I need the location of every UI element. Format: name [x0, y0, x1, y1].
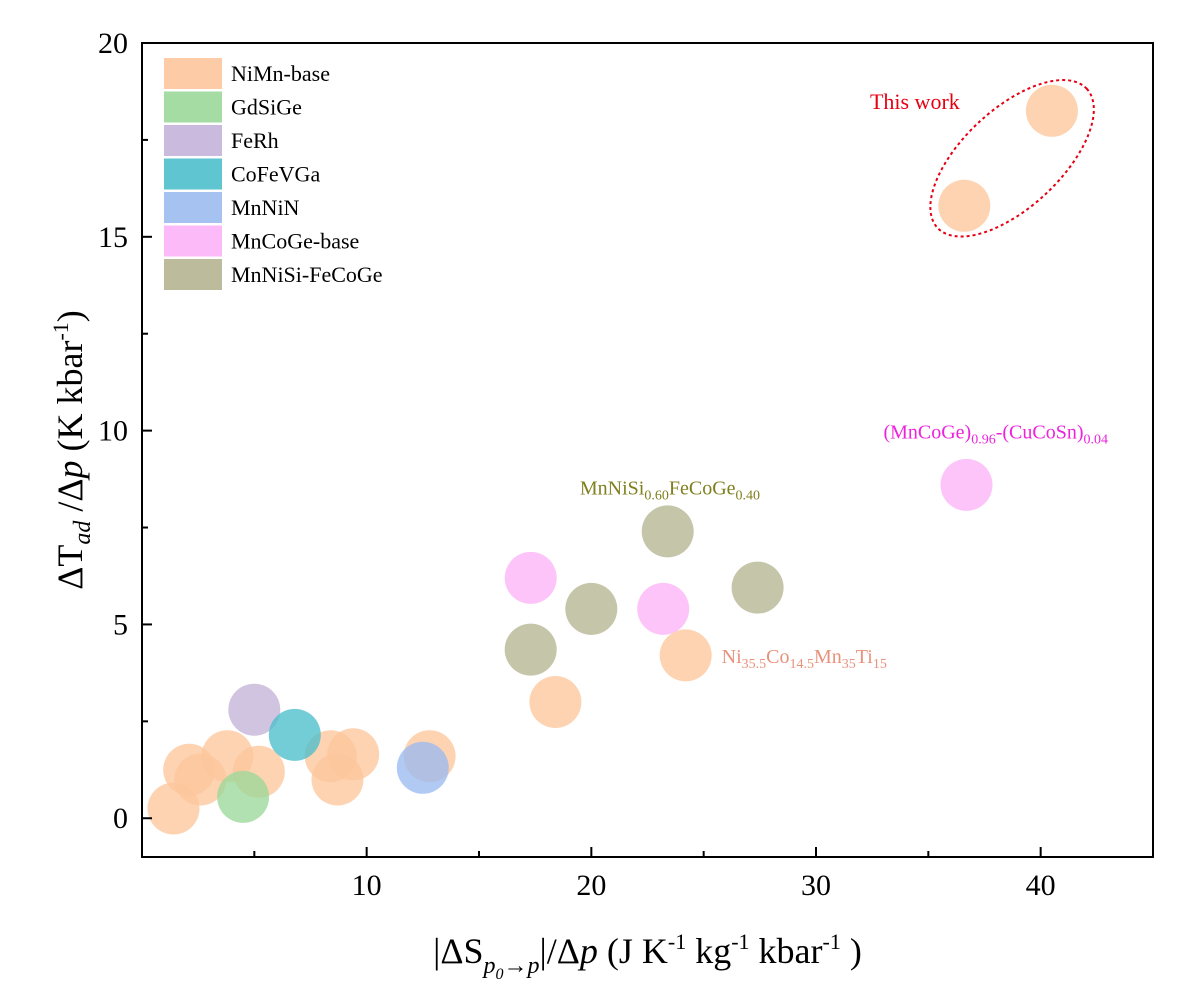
data-point-mnnisi-fecoge: [731, 561, 784, 614]
legend-swatch-gdsige: [164, 91, 222, 123]
y-tick-label: 5: [113, 608, 128, 641]
legend-swatch-ferh: [164, 125, 222, 156]
annotation-mnnisi-fecoge: MnNiSi0.60FeCoGe0.40: [580, 478, 760, 504]
x-tick-label: 40: [1026, 869, 1056, 902]
legend-swatch-mnnisi: [164, 259, 222, 290]
annotation-nicomnti: Ni35.5Co14.5Mn35Ti15: [722, 646, 887, 672]
data-point-nimn-base: [938, 179, 991, 232]
legend-swatch-mncoge: [164, 225, 222, 257]
legend-swatch-mnnin: [164, 192, 222, 223]
data-point-mnnin: [396, 741, 449, 794]
x-axis-title: |ΔSp0→p|/Δp (J K-1 kg-1 kbar-1 ): [433, 929, 862, 983]
data-point-nimn-base: [327, 728, 380, 781]
x-tick-label: 20: [576, 869, 606, 902]
y-tick-label: 0: [113, 802, 128, 835]
this-work-ellipse: [929, 79, 1095, 238]
y-axis-title: ΔTad /Δp (K kbar-1): [48, 310, 96, 590]
x-tick-labels: 10 20 30 40: [352, 869, 1056, 902]
legend: NiMn-base GdSiGe FeRh CoFeVGa MnNiN MnCo…: [164, 58, 383, 290]
legend-swatch-cofevga: [164, 158, 222, 190]
data-point-mnnisi-fecoge: [504, 623, 557, 676]
legend-swatch-nimn: [164, 58, 222, 89]
axis-ticks: [142, 42, 1042, 857]
data-point-mnnisi-fecoge: [565, 582, 618, 635]
x-tick-label: 10: [352, 869, 382, 902]
legend-label-nimn: NiMn-base: [231, 61, 330, 86]
legend-label-mncoge: MnCoGe-base: [231, 229, 359, 254]
data-point-mnnisi-fecoge: [641, 505, 694, 558]
data-point-mncoge-base: [637, 582, 690, 635]
annotation-mncoge-cucosn: (MnCoGe)0.96-(CuCoSn)0.04: [883, 421, 1108, 447]
y-tick-label: 20: [98, 27, 128, 60]
y-tick-labels: 0 5 10 15 20: [98, 27, 128, 835]
data-point-mncoge-base: [940, 458, 993, 511]
data-point-ferh: [228, 683, 281, 736]
y-tick-label: 10: [98, 415, 128, 448]
data-point-nimn-base: [529, 676, 582, 728]
data-point-cofevga: [268, 708, 321, 761]
data-point-nimn-base: [1025, 84, 1078, 137]
legend-label-gdsige: GdSiGe: [231, 95, 302, 120]
x-tick-label: 30: [801, 869, 831, 902]
legend-label-cofevga: CoFeVGa: [231, 162, 320, 187]
legend-label-mnnin: MnNiN: [231, 195, 300, 220]
legend-label-ferh: FeRh: [231, 128, 279, 153]
y-tick-label: 15: [98, 221, 128, 254]
plot-frame: [141, 42, 1154, 858]
data-point-mncoge-base: [504, 551, 557, 604]
data-point-gdsige: [217, 770, 270, 823]
legend-label-mnnisi: MnNiSi-FeCoGe: [231, 262, 383, 287]
annotation-this-work: This work: [870, 89, 960, 114]
data-points: [147, 84, 1078, 835]
data-point-nimn-base: [659, 629, 712, 682]
